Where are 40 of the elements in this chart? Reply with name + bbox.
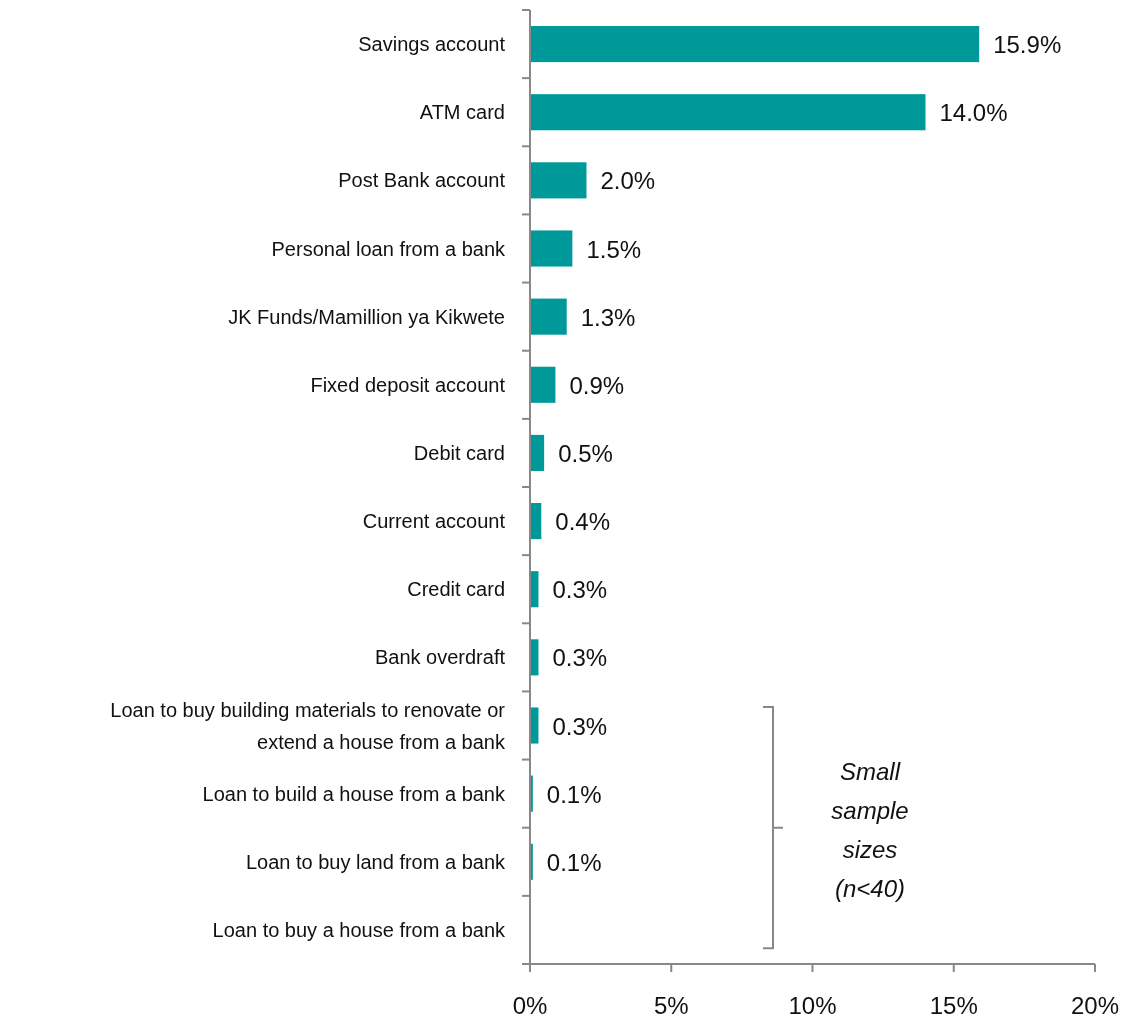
data-label: 1.3% [580, 303, 636, 331]
x-tick-label: 5% [653, 992, 689, 1019]
y-tick-label: Fixed deposit account [310, 373, 506, 396]
y-tick-label: Personal loan from a bank [271, 237, 506, 260]
data-label: 0.3% [552, 644, 608, 672]
bar [530, 162, 587, 199]
bar [530, 434, 545, 471]
y-tick-label: ATM card [419, 101, 505, 124]
data-label: 2.0% [600, 167, 656, 195]
y-tick-label: Loan to buy land from a bank [245, 850, 506, 873]
y-tick-label: Credit card [407, 578, 505, 601]
y-tick-label: Post Bank account [338, 169, 506, 192]
x-tick-label: 10% [788, 992, 837, 1019]
data-label: 0.3% [552, 712, 608, 740]
annotation: Small sample sizes (n<40) [831, 757, 909, 902]
y-tick-label: Current account [362, 510, 506, 533]
y-tick-label: Loan to buy a house from a bank [212, 918, 506, 941]
x-tick-label: 20% [1070, 992, 1120, 1019]
data-label: 14.0% [939, 99, 1008, 127]
data-label: 1.5% [586, 235, 642, 263]
data-label: 0.3% [552, 576, 608, 604]
data-label: 15.9% [993, 31, 1062, 59]
y-tick-label: Loan to build a house from a bank [202, 782, 506, 805]
y-tick-label: JK Funds/Mamillion ya Kikwete [228, 305, 505, 328]
bar [530, 298, 567, 335]
bar [530, 94, 926, 131]
data-label: 0.4% [555, 508, 610, 536]
y-tick-label: Bank overdraft [374, 646, 506, 669]
y-tick-label: Debit card [413, 441, 505, 464]
y-tick-label: Savings account [358, 33, 506, 56]
bar [530, 230, 573, 267]
y-tick-label: Loan to buy building materials to renovate or extend a house from a bank [110, 698, 506, 753]
bar [530, 26, 980, 63]
x-tick-label: 15% [929, 992, 978, 1019]
data-label: 0.9% [569, 371, 625, 399]
data-label: 0.5% [558, 439, 613, 467]
data-label: 0.1% [546, 780, 602, 808]
bar [530, 366, 556, 403]
data-label: 0.1% [546, 848, 602, 876]
x-tick-label: 0% [512, 992, 548, 1019]
